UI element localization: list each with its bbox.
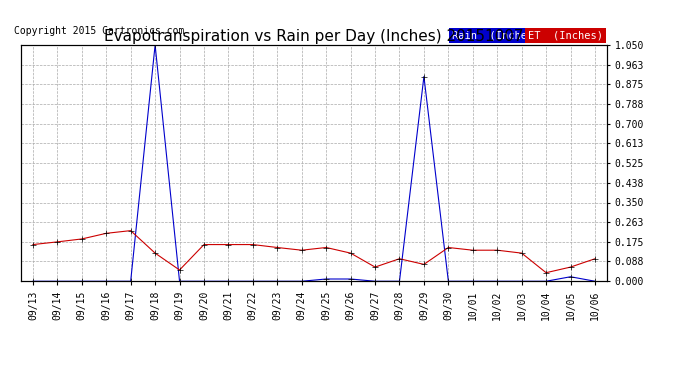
Text: ET  (Inches): ET (Inches) [528,30,603,40]
Text: Rain  (Inches): Rain (Inches) [452,30,540,40]
Text: Copyright 2015 Cartronics.com: Copyright 2015 Cartronics.com [14,26,184,36]
Title: Evapotranspiration vs Rain per Day (Inches) 20151007: Evapotranspiration vs Rain per Day (Inch… [104,29,524,44]
